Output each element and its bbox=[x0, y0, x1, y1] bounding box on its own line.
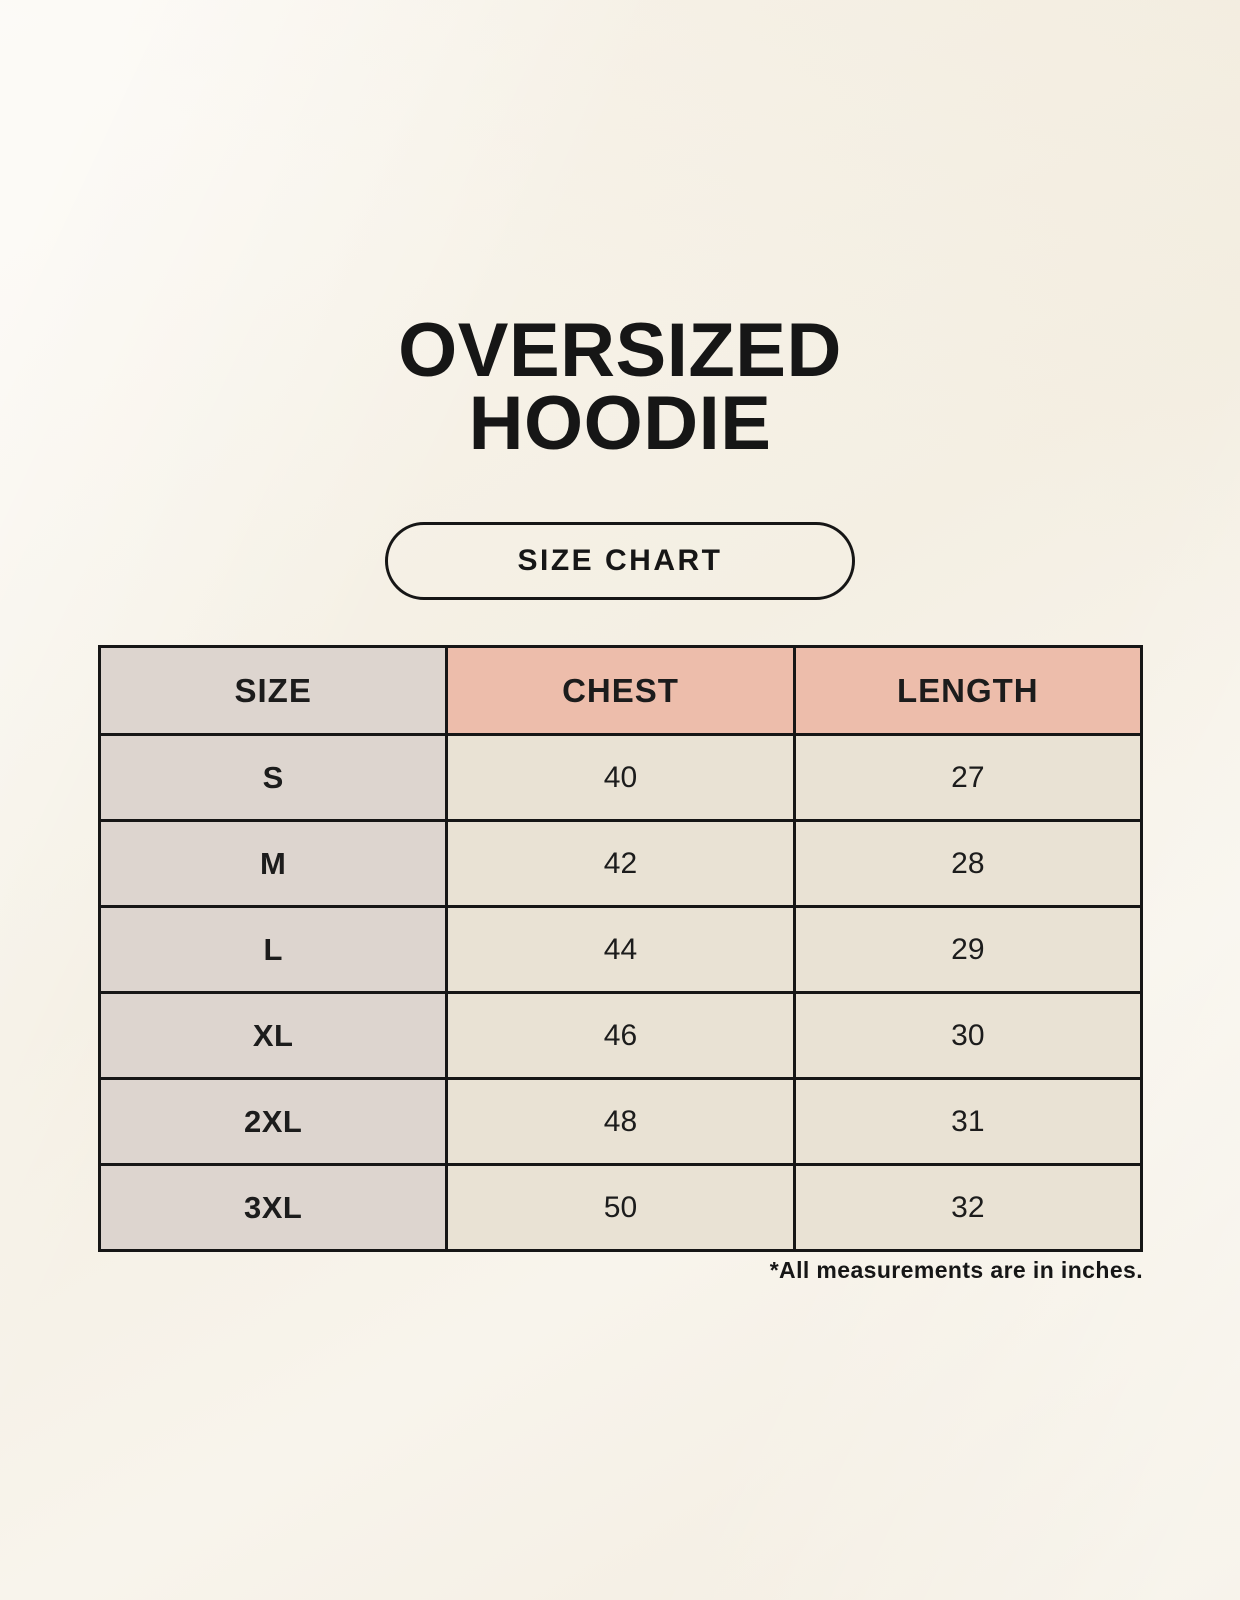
table-row-l: L 44 29 bbox=[97, 905, 1144, 994]
product-title-line1: OVERSIZED bbox=[398, 308, 842, 393]
header-row: SIZE CHEST LENGTH bbox=[97, 645, 1144, 736]
length-value: 30 bbox=[792, 991, 1144, 1080]
size-label: S bbox=[97, 733, 449, 822]
size-label: 2XL bbox=[97, 1077, 449, 1166]
column-header-length: LENGTH bbox=[792, 645, 1144, 736]
column-header-size: SIZE bbox=[97, 645, 449, 736]
product-title-line2: HOODIE bbox=[468, 381, 772, 466]
product-title: OVERSIZED HOODIE bbox=[0, 308, 1240, 466]
table-row-3xl: 3XL 50 32 bbox=[97, 1163, 1144, 1252]
chest-value: 50 bbox=[445, 1163, 796, 1252]
table-row-2xl: 2XL 48 31 bbox=[97, 1077, 1144, 1166]
chest-value: 42 bbox=[445, 819, 796, 908]
table-row-m: M 42 28 bbox=[97, 819, 1144, 908]
table-row-xl: XL 46 30 bbox=[97, 991, 1144, 1080]
size-label: M bbox=[97, 819, 449, 908]
chest-value: 46 bbox=[445, 991, 796, 1080]
length-value: 29 bbox=[792, 905, 1144, 994]
size-chart-table: SIZE CHEST LENGTH S 40 27 M 42 28 L 44 2… bbox=[97, 645, 1144, 1252]
length-value: 28 bbox=[792, 819, 1144, 908]
length-value: 31 bbox=[792, 1077, 1144, 1166]
size-chart-badge[interactable]: SIZE CHART bbox=[385, 522, 855, 600]
chest-value: 44 bbox=[445, 905, 796, 994]
size-label: L bbox=[97, 905, 449, 994]
table-row-s: S 40 27 bbox=[97, 733, 1144, 822]
chest-value: 40 bbox=[445, 733, 796, 822]
column-header-chest: CHEST bbox=[445, 645, 796, 736]
size-chart-badge-label: SIZE CHART bbox=[517, 544, 723, 577]
chest-value: 48 bbox=[445, 1077, 796, 1166]
size-label: 3XL bbox=[97, 1163, 449, 1252]
measurements-note: *All measurements are in inches. bbox=[769, 1257, 1143, 1283]
size-label: XL bbox=[97, 991, 449, 1080]
length-value: 27 bbox=[792, 733, 1144, 822]
length-value: 32 bbox=[792, 1163, 1144, 1252]
